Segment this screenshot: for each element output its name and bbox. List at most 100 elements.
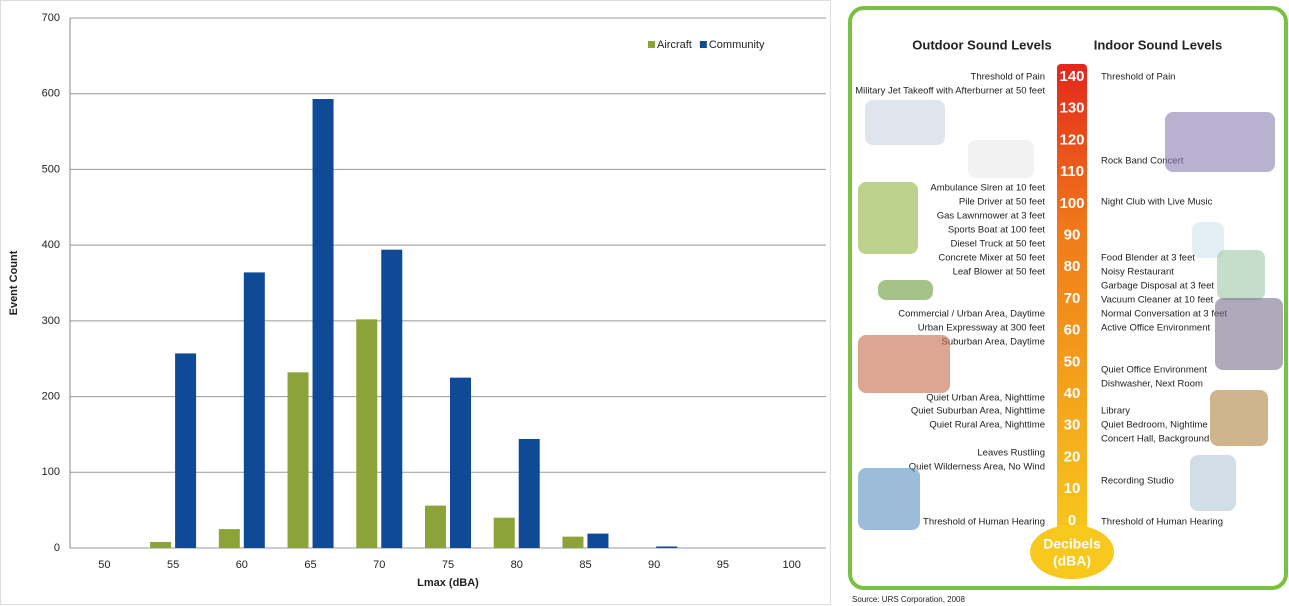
- y-tick-label: 400: [42, 239, 60, 251]
- illustration: [1165, 112, 1275, 172]
- y-tick-label: 300: [42, 315, 60, 327]
- indoor-level: Quiet Bedroom, Nightime: [1101, 420, 1208, 431]
- x-tick-label: 65: [304, 559, 316, 571]
- sound-levels: 1401301201101009080706050403020100Thresh…: [855, 68, 1283, 530]
- x-tick-label: 70: [373, 559, 385, 571]
- x-tick-label: 60: [236, 559, 248, 571]
- decibel-scale-label: 130: [1059, 100, 1084, 117]
- outdoor-title: Outdoor Sound Levels: [912, 37, 1051, 52]
- decibel-scale-label: 20: [1064, 448, 1081, 465]
- decibel-scale-label: 70: [1064, 290, 1081, 307]
- indoor-level: Recording Studio: [1101, 476, 1174, 487]
- bar: [356, 319, 378, 548]
- y-tick-label: 0: [54, 542, 60, 554]
- y-tick-label: 100: [42, 466, 60, 478]
- legend-swatch: [648, 41, 655, 48]
- illustration: [878, 280, 933, 300]
- bar: [425, 505, 446, 548]
- indoor-level: Garbage Disposal at 3 feet: [1101, 281, 1214, 292]
- outdoor-level: Commercial / Urban Area, Daytime: [898, 309, 1045, 320]
- outdoor-level: Leaf Blower at 50 feet: [953, 267, 1046, 278]
- decibel-scale-label: 100: [1059, 195, 1084, 212]
- decibel-scale-label: 140: [1059, 68, 1084, 85]
- y-tick-label: 500: [42, 163, 60, 175]
- source-note: Source: URS Corporation, 2008: [852, 595, 966, 604]
- decibel-scale-label: 40: [1064, 385, 1081, 402]
- x-tick-label: 80: [511, 559, 523, 571]
- legend-label: Aircraft: [657, 39, 692, 51]
- decibel-scale-label: 80: [1064, 258, 1081, 275]
- x-tick-label: 95: [717, 559, 729, 571]
- indoor-level: Library: [1101, 406, 1130, 417]
- indoor-level: Dishwasher, Next Room: [1101, 379, 1203, 390]
- bar: [381, 249, 403, 548]
- illustration: [1190, 455, 1236, 511]
- illustration: [865, 100, 945, 145]
- x-tick-label: 55: [167, 559, 179, 571]
- indoor-level: Active Office Environment: [1101, 323, 1210, 334]
- indoor-level: Food Blender at 3 feet: [1101, 253, 1195, 264]
- indoor-level: Concert Hall, Background: [1101, 434, 1209, 445]
- x-tick-label: 85: [579, 559, 591, 571]
- bar: [287, 372, 309, 548]
- decibel-scale-label: 60: [1064, 322, 1081, 339]
- y-tick-label: 600: [42, 88, 60, 100]
- outdoor-level: Urban Expressway at 300 feet: [918, 323, 1046, 334]
- y-tick-label: 200: [42, 390, 60, 402]
- decibel-scale-label: 120: [1059, 131, 1084, 148]
- outdoor-level: Concrete Mixer at 50 feet: [938, 253, 1045, 264]
- bar: [518, 438, 540, 548]
- bar: [450, 377, 471, 548]
- decibel-scale-label: 10: [1064, 480, 1081, 497]
- illustration: [1192, 222, 1224, 258]
- x-axis-label: Lmax (dBA): [417, 577, 479, 589]
- decibel-column: [1057, 64, 1087, 538]
- y-axis-label: Event Count: [8, 250, 20, 315]
- indoor-level: Vacuum Cleaner at 10 feet: [1101, 295, 1214, 306]
- unit-label: Decibels: [1043, 536, 1101, 552]
- bar: [656, 546, 678, 548]
- indoor-level: Rock Band Concert: [1101, 156, 1184, 167]
- bar: [562, 536, 584, 548]
- illustration: [1217, 250, 1265, 300]
- bar: [150, 541, 172, 548]
- illustration: [858, 335, 950, 393]
- x-tick-label: 50: [98, 559, 110, 571]
- bar: [312, 99, 334, 548]
- decibel-scale-label: 0: [1068, 512, 1076, 529]
- indoor-level: Threshold of Pain: [1101, 72, 1175, 83]
- x-tick-label: 90: [648, 559, 660, 571]
- illustration: [968, 140, 1034, 178]
- outdoor-level: Suburban Area, Daytime: [941, 337, 1045, 348]
- x-tick-label: 100: [782, 559, 800, 571]
- bar: [587, 533, 609, 548]
- bar-chart: 0 100 200 300 400 500 600 700 50 55 60 65 70 75 80 85 90…: [42, 12, 826, 571]
- indoor-level: Night Club with Live Music: [1101, 197, 1213, 208]
- indoor-level: Normal Conversation at 3 feet: [1101, 309, 1228, 320]
- legend-label: Community: [709, 39, 765, 51]
- indoor-level: Quiet Office Environment: [1101, 365, 1207, 376]
- illustration: [858, 182, 918, 254]
- outdoor-level: Gas Lawnmower at 3 feet: [937, 211, 1046, 222]
- x-tick-label: 75: [442, 559, 454, 571]
- decibel-scale-label: 110: [1060, 163, 1084, 180]
- bar: [243, 272, 265, 548]
- y-tick-label: 700: [42, 12, 60, 24]
- outdoor-level: Ambulance Siren at 10 feet: [930, 183, 1045, 194]
- outdoor-level: Military Jet Takeoff with Afterburner at…: [855, 86, 1045, 97]
- outdoor-level: Sports Boat at 100 feet: [948, 225, 1046, 236]
- decibel-bulb: [1030, 525, 1114, 579]
- illustration: [1215, 298, 1283, 370]
- outdoor-level: Leaves Rustling: [977, 448, 1045, 459]
- outdoor-level: Quiet Suburban Area, Nighttime: [911, 406, 1045, 417]
- outdoor-level: Quiet Wilderness Area, No Wind: [909, 462, 1045, 473]
- indoor-level: Noisy Restaurant: [1101, 267, 1174, 278]
- bar: [175, 353, 197, 548]
- bar: [218, 529, 240, 548]
- outdoor-level: Pile Driver at 50 feet: [959, 197, 1045, 208]
- outdoor-level: Threshold of Pain: [971, 72, 1045, 83]
- indoor-level: Threshold of Human Hearing: [1101, 517, 1223, 528]
- decibel-scale-label: 30: [1064, 417, 1081, 434]
- decibel-scale-label: 50: [1064, 353, 1081, 370]
